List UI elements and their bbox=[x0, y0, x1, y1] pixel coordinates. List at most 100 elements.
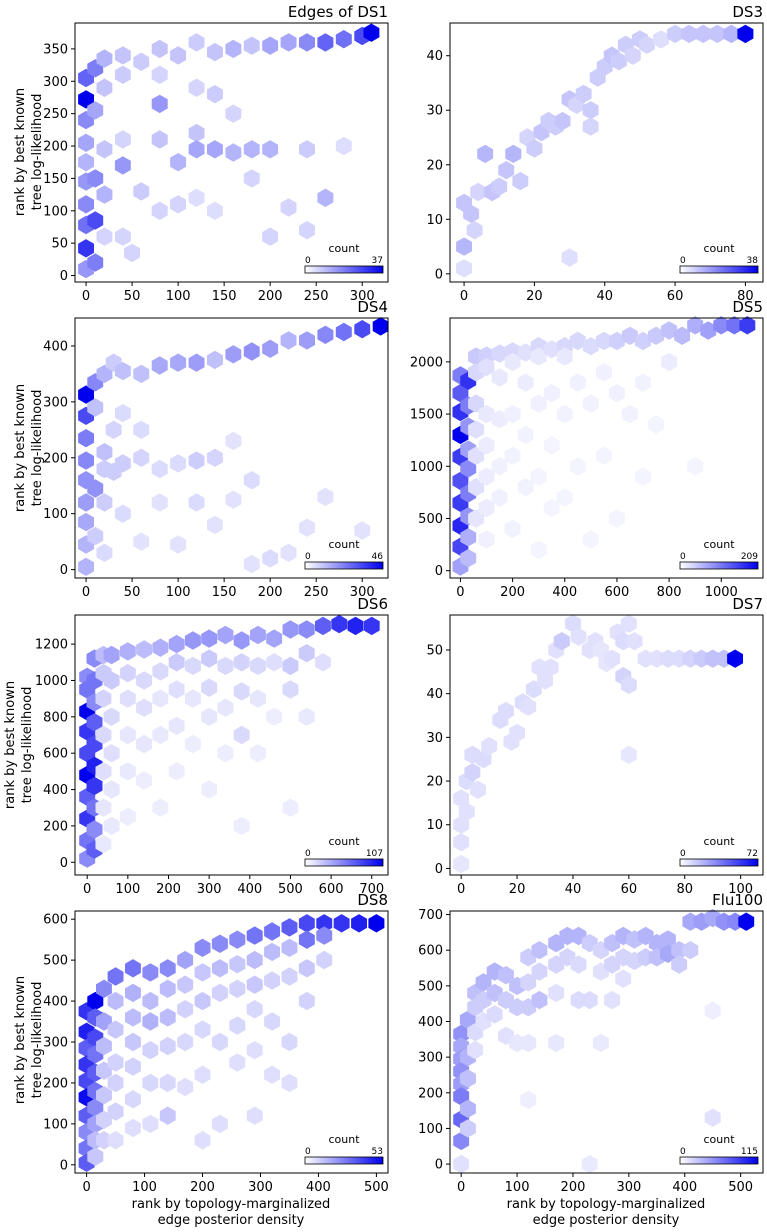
hexbin-cell bbox=[133, 182, 150, 201]
axes-frame bbox=[449, 22, 764, 283]
hexbin-cell bbox=[333, 914, 350, 933]
hexbin-cell bbox=[459, 1119, 476, 1138]
hexbin-cell bbox=[615, 969, 632, 988]
hexbin-cell bbox=[243, 169, 260, 188]
hexbin-cell bbox=[453, 789, 470, 808]
shared-xlabel-right: rank by topology-marginalized edge poste… bbox=[507, 1197, 706, 1228]
hexbin-cell bbox=[280, 543, 297, 562]
hexbin-cell bbox=[233, 725, 250, 745]
hexbin-cell bbox=[229, 955, 246, 974]
hexbin-cell bbox=[648, 415, 664, 434]
hexbin-cell bbox=[168, 653, 185, 672]
hexbin-cell bbox=[738, 912, 755, 931]
hexbin-cell bbox=[639, 35, 655, 54]
x-tick-label: 0 bbox=[457, 882, 465, 897]
colorbar-label: count bbox=[328, 835, 360, 848]
hexbin-cell bbox=[201, 629, 218, 648]
hexbin-cell bbox=[78, 195, 94, 214]
hexbin-cell bbox=[610, 52, 627, 71]
hexbin-cell bbox=[468, 420, 485, 439]
y-tick-label: 700 bbox=[418, 908, 443, 923]
hexbin-cell bbox=[201, 678, 218, 697]
hexbin-cell bbox=[509, 723, 525, 743]
hexbin-cell bbox=[87, 1147, 104, 1166]
hexbin-cell bbox=[201, 649, 218, 668]
hexbin-cell bbox=[229, 930, 246, 949]
hexbin-cell bbox=[194, 1131, 211, 1150]
hexbin-cell bbox=[582, 530, 599, 549]
x-tick-label: 0 bbox=[82, 289, 90, 304]
hexbin-cell bbox=[520, 973, 537, 992]
y-tick-label: 1200 bbox=[35, 638, 68, 653]
hexbin-cell bbox=[491, 344, 508, 363]
hexbin-cell bbox=[78, 239, 94, 258]
y-tick-label: 0 bbox=[435, 564, 443, 579]
hexbin-cell bbox=[726, 316, 743, 335]
hexbin-cell bbox=[225, 490, 242, 509]
x-tick-label: 0 bbox=[82, 1180, 90, 1195]
hexbin-cell bbox=[114, 156, 131, 175]
colorbar-min: 0 bbox=[305, 1147, 311, 1157]
hexbin-cell bbox=[661, 321, 678, 340]
y-tick-label: 800 bbox=[43, 710, 68, 725]
hexbin-cell bbox=[151, 201, 168, 220]
hexbin-cell bbox=[491, 457, 508, 476]
y-tick-label: 200 bbox=[43, 819, 68, 834]
hexbin-cell bbox=[737, 24, 754, 44]
colorbar bbox=[304, 858, 384, 867]
hexbin-cell bbox=[520, 697, 537, 716]
hexbin-cell bbox=[481, 736, 498, 756]
hexbin-cell bbox=[188, 33, 205, 52]
x-tick-label: 200 bbox=[561, 1180, 586, 1195]
hexbin-cell bbox=[667, 24, 683, 44]
hexbin-cell bbox=[86, 713, 103, 732]
hexbin-cell bbox=[188, 188, 205, 207]
hexbin-cell bbox=[133, 448, 150, 467]
hexbin-cell bbox=[114, 504, 131, 523]
colorbar-min: 0 bbox=[305, 552, 311, 562]
colorbar bbox=[304, 1156, 384, 1165]
hexbin-cell bbox=[453, 815, 470, 834]
ylabel-row2-line1: rank by best known bbox=[13, 384, 28, 512]
hexbin-cell bbox=[298, 930, 315, 949]
colorbar bbox=[679, 858, 759, 867]
hexbin-cell bbox=[281, 1032, 298, 1052]
hexbin-cell bbox=[460, 528, 477, 547]
hexbin-cell bbox=[281, 938, 298, 957]
hexbin-cell bbox=[543, 498, 560, 518]
hexbin-cell bbox=[87, 1098, 104, 1117]
y-tick-label: 100 bbox=[43, 507, 68, 522]
hexbin-cell bbox=[531, 941, 548, 960]
hexbin-cell bbox=[107, 967, 124, 986]
hexbin-cell bbox=[207, 201, 223, 220]
hexbin-cell bbox=[95, 762, 112, 781]
hexbin-cell bbox=[188, 78, 205, 97]
hexbin-cell bbox=[217, 656, 234, 676]
hexbin-cell bbox=[299, 140, 315, 159]
hexbin-cell bbox=[456, 259, 472, 278]
hexbin-cell bbox=[266, 629, 283, 648]
hexbin-cell bbox=[653, 30, 669, 49]
hexbin-cell bbox=[517, 373, 534, 392]
hexbin-cell bbox=[159, 979, 176, 998]
hexbin-cell bbox=[87, 991, 104, 1011]
hexbin-cell bbox=[151, 493, 168, 512]
hexbin-cell bbox=[281, 918, 298, 937]
hexbin-cell bbox=[78, 385, 94, 404]
hexbin-cell bbox=[622, 326, 638, 345]
hexbin-cell bbox=[201, 707, 218, 726]
panels: 0 50 100 150 200 250 300050100150200250300350E… bbox=[35, 3, 764, 1195]
hexbin-cell bbox=[136, 671, 153, 690]
hexbin-cell bbox=[96, 49, 113, 68]
hexbin-cell bbox=[119, 642, 136, 661]
hexbin-cell bbox=[201, 780, 218, 799]
hexbin-cell bbox=[142, 991, 159, 1011]
hexbin-cell bbox=[152, 689, 169, 708]
hexbin-cell bbox=[331, 614, 348, 634]
y-tick-label: 300 bbox=[43, 75, 68, 90]
y-tick-label: 0 bbox=[60, 269, 68, 284]
colorbar-max: 72 bbox=[747, 849, 758, 859]
hexbin-cell bbox=[177, 975, 194, 994]
hexbin-cell bbox=[103, 671, 120, 690]
y-tick-label: 250 bbox=[43, 107, 68, 122]
